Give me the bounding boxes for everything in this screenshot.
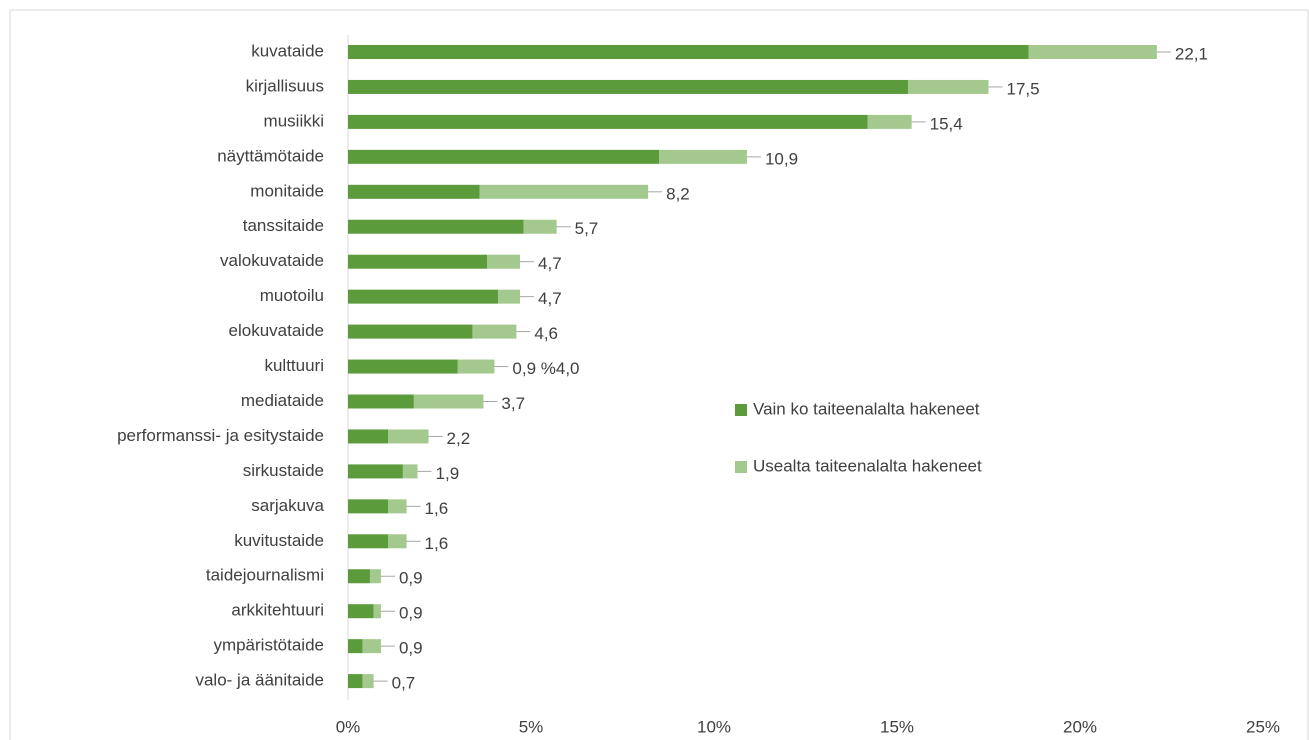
bar-segment	[498, 289, 521, 304]
x-tick-label: 25%	[1246, 717, 1280, 736]
y-tick-label: musiikki	[264, 111, 324, 130]
bar-segment	[402, 464, 418, 479]
value-label: 1,6	[425, 499, 449, 518]
bar-segment	[457, 359, 495, 374]
bar-segment	[1028, 45, 1157, 59]
value-label: 0,9	[399, 639, 423, 658]
x-tick-label: 0%	[336, 717, 361, 736]
value-label: 15,4	[930, 114, 963, 133]
bar-segment	[348, 289, 499, 304]
bar-segment	[348, 394, 414, 409]
bar-segment	[348, 359, 458, 374]
legend-label: Vain ko taiteenalalta hakeneet	[753, 399, 980, 418]
value-label: 10,9	[765, 149, 798, 168]
bar-segment	[348, 464, 403, 479]
bar-segment	[659, 149, 747, 164]
value-label: 0,9 %4,0	[512, 359, 579, 378]
bar-segment	[348, 604, 374, 619]
bar-segment	[472, 324, 517, 339]
y-tick-label: mediataide	[241, 391, 324, 410]
y-tick-label: muotoilu	[260, 286, 324, 305]
bar-segment	[867, 114, 912, 129]
bar-segment	[487, 254, 521, 269]
bar-segment	[348, 324, 473, 339]
bar-segment	[362, 674, 374, 689]
legend-label: Usealta taiteenalalta hakeneet	[753, 456, 982, 475]
bar-segment	[369, 569, 381, 584]
value-label: 8,2	[666, 184, 690, 203]
bar-segment	[348, 45, 1029, 59]
value-label: 17,5	[1007, 79, 1040, 98]
bar-segment	[348, 79, 908, 94]
bar-segment	[348, 639, 363, 654]
value-label: 0,7	[392, 674, 416, 693]
value-label: 0,9	[399, 604, 423, 623]
y-tick-label: kuvitustaide	[234, 531, 324, 550]
value-label: 22,1	[1175, 44, 1208, 63]
bar-segment	[907, 79, 989, 94]
value-label: 1,6	[425, 534, 449, 553]
bar-segment	[348, 184, 480, 199]
bar-segment	[388, 429, 429, 444]
legend-swatch	[735, 404, 747, 416]
y-tick-label: kirjallisuus	[246, 76, 324, 95]
bar-segment	[348, 429, 389, 444]
bar-segment	[348, 534, 389, 549]
bar-segment	[413, 394, 484, 409]
y-tick-label: arkkitehtuuri	[231, 601, 324, 620]
bar-segment	[479, 184, 649, 199]
bar-segment	[388, 534, 407, 549]
bar-segment	[348, 254, 488, 269]
bar-segment	[348, 674, 363, 689]
value-label: 5,7	[575, 219, 599, 238]
y-tick-label: ympäristötaide	[213, 636, 324, 655]
value-label: 2,2	[447, 429, 471, 448]
y-tick-label: monitaide	[250, 181, 324, 200]
value-label: 4,7	[538, 254, 562, 273]
y-tick-label: kulttuuri	[264, 356, 324, 375]
bar-segment	[348, 569, 370, 584]
bar-segment	[348, 114, 868, 129]
bar-segment	[348, 219, 524, 234]
value-label: 0,9	[399, 569, 423, 588]
y-tick-label: valokuvataide	[220, 251, 324, 270]
y-tick-label: näyttämötaide	[217, 146, 324, 165]
chart-border	[9, 9, 1309, 740]
bar-segment	[362, 639, 381, 654]
x-tick-label: 20%	[1063, 717, 1097, 736]
x-tick-label: 15%	[880, 717, 914, 736]
x-tick-label: 5%	[519, 717, 544, 736]
y-tick-label: sarjakuva	[251, 496, 324, 515]
bar-segment	[348, 149, 660, 164]
y-tick-label: tanssitaide	[243, 216, 324, 235]
y-tick-label: elokuvataide	[229, 321, 324, 340]
value-label: 1,9	[436, 464, 460, 483]
x-tick-label: 10%	[697, 717, 731, 736]
value-label: 4,6	[534, 324, 558, 343]
bar-segment	[523, 219, 557, 234]
bar-segment	[373, 604, 381, 619]
value-label: 4,7	[538, 289, 562, 308]
y-tick-label: taidejournalismi	[206, 566, 324, 585]
legend-swatch	[735, 461, 747, 473]
y-tick-label: kuvataide	[251, 41, 324, 60]
bar-segment	[388, 499, 407, 514]
value-label: 3,7	[501, 394, 525, 413]
y-tick-label: sirkustaide	[243, 461, 324, 480]
bar-segment	[348, 499, 389, 514]
y-tick-label: performanssi- ja esitystaide	[117, 426, 324, 445]
y-tick-label: valo- ja äänitaide	[195, 671, 324, 690]
